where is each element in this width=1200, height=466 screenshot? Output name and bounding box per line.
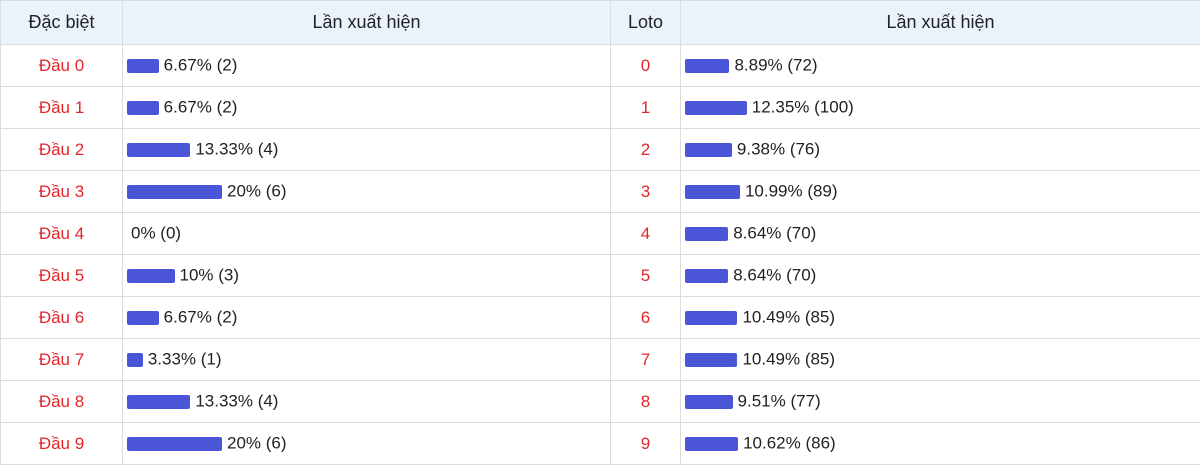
- bar-cell: 6.67% (2): [122, 296, 611, 339]
- bar-cell: 6.67% (2): [122, 86, 611, 129]
- bar-cell: 12.35% (100): [680, 86, 1200, 129]
- bar-cell: 0% (0): [122, 212, 611, 255]
- value-label: 13.33% (4): [195, 391, 279, 411]
- bar-cell: 10.49% (85): [680, 296, 1200, 339]
- row-label: 4: [610, 212, 681, 255]
- row: Đầu 1 6.67% (2) 1 12.35% (100): [0, 86, 1200, 129]
- row-label: Đầu 3: [0, 170, 123, 213]
- row-label: Đầu 8: [0, 380, 123, 423]
- bar-cell: 8.64% (70): [680, 212, 1200, 255]
- bar-cell: 6.67% (2): [122, 44, 611, 87]
- value-label: 6.67% (2): [163, 307, 238, 327]
- row: Đầu 7 3.33% (1) 7 10.49% (85): [0, 338, 1200, 381]
- row-label: 9: [610, 422, 681, 465]
- row-label: 6: [610, 296, 681, 339]
- value-label: 8.64% (70): [733, 223, 817, 243]
- row-label: 3: [610, 170, 681, 213]
- bar-cell: 10.99% (89): [680, 170, 1200, 213]
- bar: [127, 436, 222, 451]
- bar-cell: 3.33% (1): [122, 338, 611, 381]
- value-label: 9.51% (77): [737, 391, 821, 411]
- header: Đặc biệt: [0, 0, 123, 45]
- bar: [127, 394, 191, 409]
- value-label: 8.89% (72): [734, 55, 818, 75]
- value-label: 0% (0): [131, 223, 182, 243]
- header-row: Đặc biệt Lần xuất hiện Loto Lần xuất hiệ…: [0, 0, 1200, 45]
- value-label: 10% (3): [179, 265, 240, 285]
- row-label: 2: [610, 128, 681, 171]
- bar-cell: 13.33% (4): [122, 380, 611, 423]
- row-label: Đầu 7: [0, 338, 123, 381]
- row-label: Đầu 1: [0, 86, 123, 129]
- bar-cell: 9.38% (76): [680, 128, 1200, 171]
- row: Đầu 2 13.33% (4) 2 9.38% (76): [0, 128, 1200, 171]
- bar-cell: 8.89% (72): [680, 44, 1200, 87]
- bar: [127, 268, 175, 283]
- row-label: 0: [610, 44, 681, 87]
- bar-cell: 8.64% (70): [680, 254, 1200, 297]
- bar: [685, 184, 740, 199]
- bar: [127, 310, 159, 325]
- value-label: 20% (6): [227, 433, 287, 453]
- table-body: Đầu 0 6.67% (2) 0 8.89% (72) Đầu 1 6.67% (2) 1…: [0, 44, 1200, 465]
- bar-cell: 10.49% (85): [680, 338, 1200, 381]
- header: Lần xuất hiện: [680, 0, 1200, 45]
- row: Đầu 6 6.67% (2) 6 10.49% (85): [0, 296, 1200, 339]
- row-label: 7: [610, 338, 681, 381]
- row: Đầu 0 6.67% (2) 0 8.89% (72): [0, 44, 1200, 87]
- header: Lần xuất hiện: [122, 0, 611, 45]
- value-label: 8.64% (70): [733, 265, 817, 285]
- value-label: 10.49% (85): [742, 349, 836, 369]
- bar: [685, 268, 729, 283]
- bar-cell: 20% (6): [122, 422, 611, 465]
- bar: [127, 352, 143, 367]
- row: Đầu 4 0% (0) 4 8.64% (70): [0, 212, 1200, 255]
- row: Đầu 8 13.33% (4) 8 9.51% (77): [0, 380, 1200, 423]
- row-label: Đầu 0: [0, 44, 123, 87]
- bar: [685, 436, 739, 451]
- row-label: 5: [610, 254, 681, 297]
- row-label: Đầu 6: [0, 296, 123, 339]
- row-label: Đầu 5: [0, 254, 123, 297]
- bar: [685, 226, 729, 241]
- value-label: 6.67% (2): [163, 97, 238, 117]
- value-label: 6.67% (2): [163, 55, 238, 75]
- bar: [127, 58, 159, 73]
- bar: [685, 310, 738, 325]
- header: Loto: [610, 0, 681, 45]
- bar-cell: 10% (3): [122, 254, 611, 297]
- row-label: Đầu 4: [0, 212, 123, 255]
- bar: [127, 100, 159, 115]
- bar-cell: 13.33% (4): [122, 128, 611, 171]
- value-label: 20% (6): [227, 181, 287, 201]
- bar: [127, 184, 222, 199]
- row-label: Đầu 2: [0, 128, 123, 171]
- bar: [685, 352, 738, 367]
- bar: [685, 100, 747, 115]
- bar: [685, 394, 733, 409]
- row: Đầu 5 10% (3) 5 8.64% (70): [0, 254, 1200, 297]
- row-label: Đầu 9: [0, 422, 123, 465]
- row-label: 1: [610, 86, 681, 129]
- value-label: 13.33% (4): [195, 139, 279, 159]
- bar: [127, 142, 191, 157]
- row-label: 8: [610, 380, 681, 423]
- value-label: 10.99% (89): [744, 181, 838, 201]
- bar-cell: 10.62% (86): [680, 422, 1200, 465]
- value-label: 3.33% (1): [147, 349, 222, 369]
- row: Đầu 9 20% (6) 9 10.62% (86): [0, 422, 1200, 465]
- value-label: 9.38% (76): [736, 139, 821, 159]
- row: Đầu 3 20% (6) 3 10.99% (89): [0, 170, 1200, 213]
- bar: [685, 142, 732, 157]
- bar-cell: 20% (6): [122, 170, 611, 213]
- value-label: 10.62% (86): [743, 433, 836, 453]
- bar-cell: 9.51% (77): [680, 380, 1200, 423]
- bar: [685, 58, 730, 73]
- value-label: 12.35% (100): [751, 97, 854, 117]
- value-label: 10.49% (85): [742, 307, 836, 327]
